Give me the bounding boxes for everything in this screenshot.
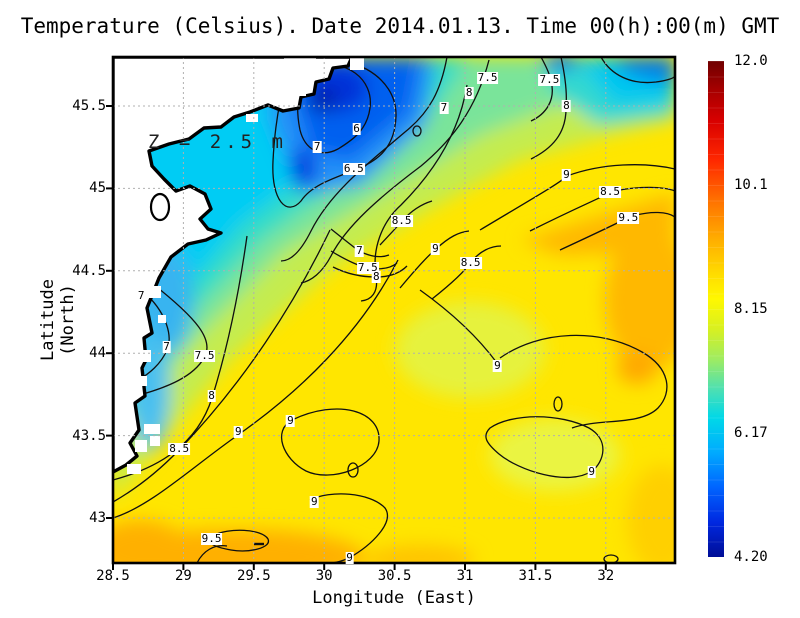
y-tick-label: 44.5 <box>72 262 106 279</box>
contour-label: 8.5 <box>459 255 482 269</box>
x-tick-label: 29.5 <box>236 568 271 584</box>
contour-label: 7.5 <box>356 260 379 274</box>
contour-label: 7 <box>355 244 364 258</box>
y-tick-label: 45.5 <box>72 98 106 114</box>
colorbar-tick-label: 4.20 <box>734 549 768 565</box>
y-tick-label: 45 <box>89 180 106 197</box>
colorbar-tick-label: 10.1 <box>734 177 768 193</box>
contour-label: 7 <box>312 140 322 154</box>
colorbar <box>708 61 724 557</box>
x-tick-label: 30 <box>315 568 333 584</box>
x-tick-label: 32 <box>597 568 615 584</box>
contour-label: 8.5 <box>390 214 413 228</box>
contour-label: 8.5 <box>168 441 191 455</box>
axis-ticks <box>106 105 607 570</box>
contour-label: 7.5 <box>193 349 216 363</box>
contour-label: 6.5 <box>342 161 365 175</box>
contour-label: 9 <box>286 413 295 427</box>
contour-label: 9 <box>431 242 440 256</box>
contour-label: 9 <box>233 425 243 439</box>
land-mass <box>113 57 364 474</box>
x-tick-label: 29 <box>174 568 192 584</box>
contour-label: 9 <box>345 550 354 564</box>
colorbar-tick-label: 8.15 <box>734 301 768 317</box>
contour-label: 8.5 <box>599 184 621 198</box>
contour-label: 9 <box>310 494 319 508</box>
contour-label: 7 <box>162 339 171 353</box>
contour-label: 6 <box>352 122 361 136</box>
contour-label: 7 <box>439 100 449 114</box>
y-tick-label: 43 <box>89 510 106 526</box>
contour-label: 9.5 <box>200 532 223 546</box>
x-axis-label: Longitude (East) <box>312 588 476 608</box>
depth-annotation: Z = 2.5 m <box>148 131 287 153</box>
contour-label: 8 <box>464 85 474 99</box>
coastline <box>113 57 354 474</box>
gridlines <box>113 57 675 563</box>
colorbar-steps <box>708 61 724 557</box>
y-tick-label: 44 <box>89 345 106 362</box>
contour-label: 8 <box>562 99 571 112</box>
x-tick-label: 28.5 <box>96 568 130 584</box>
page-title: Temperature (Celsius). Date 2014.01.13. … <box>20 14 780 38</box>
contour-label: 8 <box>371 270 381 284</box>
contour-label: 9.5 <box>617 211 640 225</box>
contour-label: 8 <box>207 389 216 403</box>
no-data-cells <box>127 58 364 474</box>
contour-label: 9 <box>587 464 597 478</box>
contour-label: 7.5 <box>476 70 499 84</box>
contour-label: 9 <box>493 359 502 373</box>
y-tick-label: 43.5 <box>72 427 106 444</box>
x-tick-label: 30.5 <box>377 568 412 584</box>
contour-label: 9 <box>562 168 571 182</box>
contour-label: 7.5 <box>538 72 561 86</box>
colorbar-tick-label: 6.17 <box>734 425 768 441</box>
temperature-field <box>113 57 675 563</box>
contour-label: 7 <box>136 288 146 302</box>
x-tick-label: 31.5 <box>518 568 553 584</box>
x-tick-label: 31 <box>456 568 474 584</box>
colorbar-tick-label: 12.0 <box>734 53 768 69</box>
